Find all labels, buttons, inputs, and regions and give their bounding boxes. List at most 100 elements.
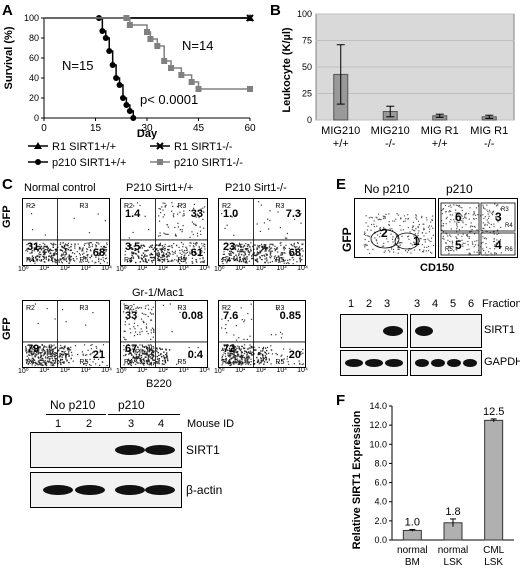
c-facs-event <box>40 364 42 366</box>
e-facs-event <box>415 228 417 230</box>
c-facs-event <box>177 226 179 228</box>
c-facs-event <box>185 246 187 248</box>
e-facs-event <box>423 235 425 237</box>
c-facs-event <box>164 205 166 207</box>
c-facs-event <box>192 262 194 264</box>
e-facs-event <box>472 218 475 220</box>
c-facs-event <box>237 363 239 365</box>
c-facs-event <box>38 361 40 363</box>
c-region-r3: R3 <box>275 305 284 312</box>
e-facs-event <box>449 234 451 236</box>
c-facs-event <box>123 355 125 357</box>
d-lane-4: 4 <box>158 418 165 430</box>
c-facs-event <box>240 307 242 309</box>
c-facs-event <box>150 329 152 331</box>
c-facs-event <box>247 361 249 364</box>
e-facs-event <box>457 234 459 236</box>
c-facs-event <box>261 255 263 257</box>
e-facs-event <box>496 229 499 231</box>
c-facs-event <box>202 245 204 247</box>
c-facs-event <box>290 244 293 246</box>
e-facs-event <box>487 211 489 213</box>
c-facs-event <box>299 351 301 353</box>
e-facs-event <box>380 230 382 232</box>
c-facs-event <box>43 345 45 347</box>
e-lane-5: 5 <box>450 298 457 310</box>
a-series-marker <box>168 65 175 71</box>
e-facs-event <box>484 216 486 218</box>
e-facs-event <box>459 206 461 208</box>
c-facs-event <box>74 243 76 245</box>
c-facs-event <box>244 254 247 256</box>
c-facs-event <box>139 362 141 364</box>
c-facs-event <box>238 254 240 257</box>
c-axis-ticks: 10⁰ 10¹ 10² 10³ 10⁴ <box>18 367 112 375</box>
c-facs-event <box>88 364 91 366</box>
c-facs-event <box>267 218 269 220</box>
c-facs-event <box>41 247 43 250</box>
e-facs-event <box>408 238 410 240</box>
c-facs-event <box>69 256 71 258</box>
c-facs-event <box>133 303 135 306</box>
c-quadrant-value: 72 <box>223 343 235 355</box>
c-facs-event <box>287 360 289 363</box>
c-facs-event <box>28 352 30 354</box>
e-facs-event <box>477 244 480 246</box>
e-facs-event <box>456 221 458 223</box>
c-facs-event <box>53 356 55 358</box>
e-facs-event <box>490 223 492 226</box>
e-facs-event <box>448 246 451 248</box>
c-facs-event <box>52 352 54 355</box>
e-lane-2: 2 <box>366 298 373 310</box>
c-facs-event <box>302 243 304 245</box>
c-facs-event <box>39 347 41 349</box>
e-facs-event <box>394 243 396 245</box>
c-facs-event <box>183 256 185 259</box>
c-facs-event <box>262 346 265 349</box>
c-facs-event <box>203 227 205 229</box>
e-facs-event <box>442 207 445 210</box>
c-facs-event <box>275 352 277 355</box>
e-gate-number: 3 <box>495 210 502 224</box>
c-facs-event <box>300 259 302 261</box>
e-facs-event <box>404 220 406 222</box>
e-facs-event <box>430 221 432 223</box>
e-facs-event <box>418 223 420 226</box>
c-facs-event <box>45 357 47 359</box>
c-facs-event <box>179 229 181 231</box>
c-facs-event <box>45 256 47 258</box>
c-facs-event <box>221 260 223 263</box>
c-facs-event <box>152 353 154 356</box>
c-facs-event <box>300 353 302 355</box>
c-facs-event <box>246 338 249 341</box>
c-facs-event <box>190 242 192 244</box>
e-facs-event <box>383 251 385 253</box>
f-xtick-sub: LSK <box>484 557 503 568</box>
c-facs-event <box>37 245 39 247</box>
e-facs-event <box>385 213 387 215</box>
c-facs-event <box>88 244 90 246</box>
c-facs-event <box>54 357 56 360</box>
c-facs-event <box>186 247 188 249</box>
c-facs-event <box>293 242 295 244</box>
c-facs-event <box>97 358 100 361</box>
c-facs-event <box>269 253 271 255</box>
b-xtick: MIG R1 <box>470 125 508 137</box>
e-facs-event <box>407 217 410 220</box>
e-facs-event <box>442 208 444 211</box>
e-facs-event <box>391 248 393 250</box>
c-facs-event <box>248 260 251 262</box>
e-facs-event <box>441 213 444 215</box>
c-facs-event <box>193 215 195 217</box>
c-facs-event <box>34 345 36 347</box>
c-facs-event <box>240 348 242 350</box>
e-facs-event <box>396 234 398 236</box>
c-facs-event <box>38 351 40 353</box>
c-facs-event <box>221 355 223 358</box>
c-facs-event <box>51 345 53 347</box>
c-facs-event <box>92 244 94 246</box>
c-facs-event <box>291 354 293 356</box>
c-axis-tick: 10⁰ <box>116 266 127 273</box>
a-series-marker <box>123 15 130 21</box>
c-facs-event <box>148 345 150 347</box>
